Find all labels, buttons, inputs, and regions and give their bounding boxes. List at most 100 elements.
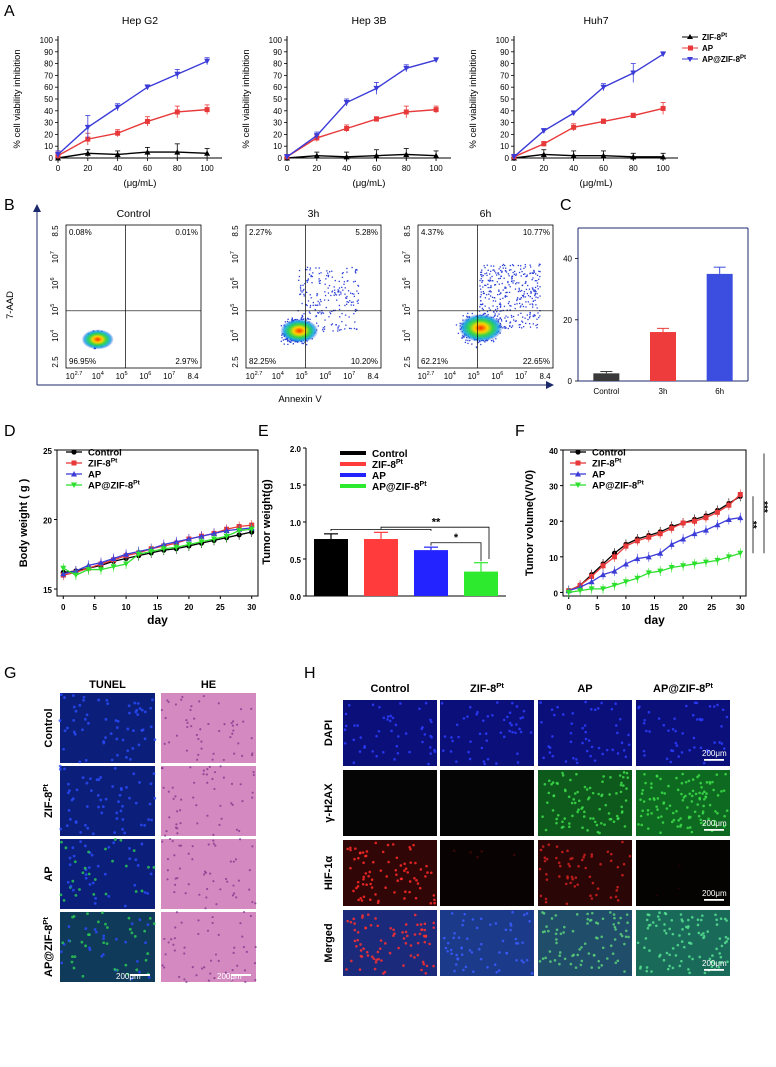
he-nucleus [193, 781, 196, 784]
y-tick-label: 90 [500, 48, 509, 57]
he-nucleus [184, 892, 187, 895]
flow-event [508, 291, 511, 294]
flow-event [511, 276, 513, 278]
legend-label: Control [88, 448, 122, 459]
series-line-2 [513, 53, 664, 158]
data-point [173, 544, 180, 551]
if-signal-dot [425, 864, 428, 868]
y-axis-label: Tumor volume(V/V0) [524, 470, 536, 576]
flow-event [498, 313, 500, 315]
nucleus-dot [68, 789, 71, 793]
flow-event [520, 312, 522, 315]
if-signal-dot [408, 845, 412, 849]
data-point [570, 152, 577, 159]
data-point [343, 100, 350, 106]
flow-event [349, 300, 351, 302]
nucleus-dot [97, 805, 100, 809]
if-signal-dot [484, 732, 488, 735]
if-signal-dot [563, 817, 566, 820]
if-signal-dot [676, 788, 680, 792]
if-signal-dot [593, 759, 597, 762]
nucleus-dot [138, 970, 141, 974]
sig-bracket-group [330, 529, 432, 531]
flow-event [510, 269, 512, 271]
flow-event [464, 341, 467, 344]
if-signal-dot [589, 817, 592, 820]
he-nucleus [239, 922, 242, 925]
flow-event [511, 278, 513, 280]
if-signal-dot [374, 841, 378, 845]
if-signal-dot [715, 923, 719, 926]
nucleus-dot [135, 708, 139, 712]
nucleus-dot [93, 928, 97, 931]
if-signal-dot [584, 866, 588, 870]
if-image-1-2 [538, 770, 632, 836]
nucleus-dot [82, 695, 86, 699]
if-signal-dot [384, 942, 387, 945]
nucleus-dot [119, 809, 123, 813]
flow-event [512, 282, 514, 284]
if-signal-dot [700, 718, 704, 721]
flow-event [514, 270, 516, 273]
data-point [72, 572, 79, 579]
if-signal-dot [619, 790, 623, 794]
if-signal-dot [711, 954, 714, 957]
he-nucleus [189, 708, 192, 712]
if-signal-dot [359, 851, 362, 855]
flow-event [317, 312, 320, 314]
data-point [600, 84, 607, 91]
if-signal-dot [360, 955, 364, 958]
flow-event [497, 272, 500, 274]
if-signal-dot [692, 736, 696, 740]
if-signal-dot [582, 855, 586, 859]
flow-event [504, 286, 506, 288]
nucleus-dot [83, 844, 87, 848]
nucleus-dot [136, 713, 140, 717]
if-signal-dot [647, 710, 651, 714]
if-signal-dot [716, 794, 720, 797]
data-point [144, 149, 151, 155]
if-signal-dot [406, 871, 410, 874]
if-signal-dot [672, 818, 676, 822]
nucleus-dot [81, 871, 85, 875]
x-tick-label: 20 [312, 164, 321, 173]
nucleus-dot [71, 888, 75, 892]
if-signal-dot [499, 731, 503, 734]
flow-event [523, 291, 526, 293]
if-signal-dot [389, 714, 393, 718]
flow-event [479, 303, 482, 306]
if-signal-dot [568, 825, 571, 829]
flow-event [480, 291, 482, 293]
flow-event [522, 294, 524, 297]
flow-event [336, 299, 338, 301]
flow-event [517, 264, 520, 267]
column-header-1-base: ZIF-8 [470, 683, 496, 695]
if-signal-dot [353, 857, 356, 861]
if-signal-dot [457, 735, 460, 739]
he-nucleus [241, 799, 244, 803]
if-signal-dot [568, 822, 571, 825]
if-signal-dot [667, 784, 670, 788]
flow-event [500, 292, 502, 294]
if-signal-dot [587, 739, 591, 742]
flow-event [489, 290, 491, 292]
flow-event [494, 297, 496, 299]
nucleus-dot [90, 853, 94, 857]
if-signal-dot [612, 923, 616, 926]
panel-label-g: G [4, 665, 16, 682]
flow-x-tick-base: 10 [515, 372, 524, 381]
nucleus-dot [71, 915, 74, 919]
he-nucleus [242, 945, 246, 949]
flow-event [489, 279, 491, 281]
flow-event [518, 271, 521, 274]
he-nucleus [202, 873, 206, 876]
nucleus-dot [91, 881, 95, 885]
if-signal-dot [491, 713, 494, 717]
nucleus-dot [85, 805, 89, 808]
if-signal-dot [429, 718, 432, 722]
nucleus-dot [126, 972, 130, 976]
if-signal-dot [604, 803, 608, 807]
flow-event [311, 282, 313, 284]
if-signal-dot [657, 816, 660, 819]
